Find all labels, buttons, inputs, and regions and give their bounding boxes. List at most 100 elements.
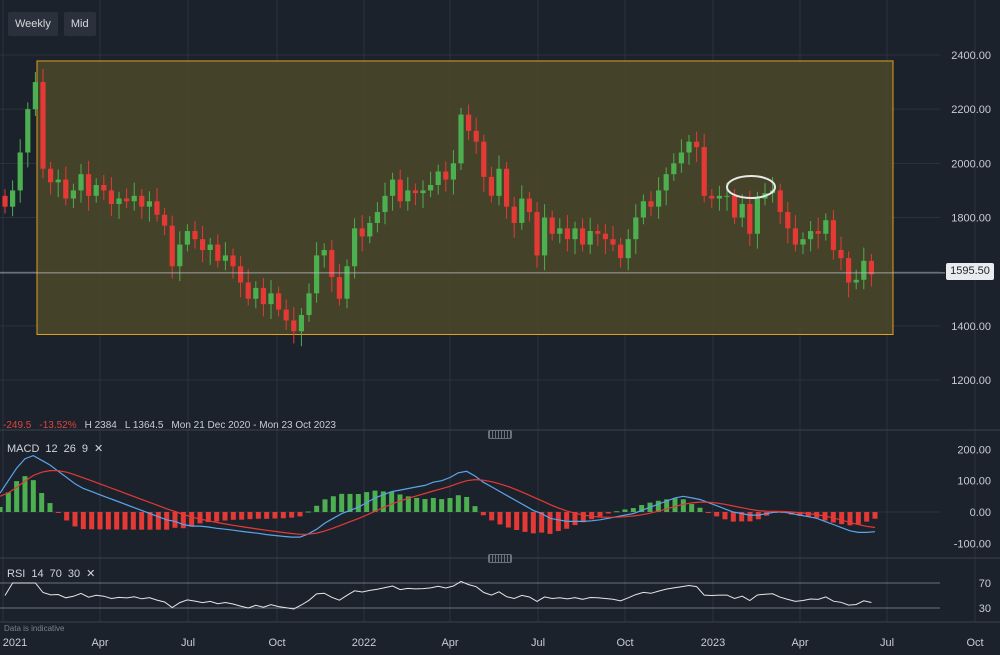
rsi-param-lower: 30 (67, 567, 81, 580)
candle (283, 299, 289, 330)
candle (564, 215, 570, 252)
macd-histogram-bar (105, 512, 111, 530)
candle-body (93, 185, 99, 196)
macd-histogram-bar (514, 512, 520, 530)
candle-body (633, 217, 639, 240)
macd-histogram-bar (414, 497, 420, 512)
candle-body (124, 198, 130, 202)
macd-histogram-bar (455, 495, 461, 512)
macd-histogram-bar (164, 512, 170, 530)
macd-histogram-bar (339, 493, 345, 512)
x-tick-label: Oct (616, 637, 633, 649)
macd-histogram-bar (797, 512, 803, 516)
candle (230, 248, 236, 279)
candle (549, 210, 555, 241)
macd-histogram-bar (22, 476, 28, 512)
highlight-ellipse (726, 175, 776, 199)
y-tick-label: 2200.00 (951, 104, 991, 116)
candle (504, 161, 510, 219)
candle (260, 277, 266, 317)
macd-histogram-bar (747, 512, 753, 522)
pane-resize-handle-macd[interactable] (488, 430, 512, 439)
candle (222, 242, 228, 271)
candle-body (830, 220, 836, 250)
pane-resize-handle-rsi[interactable] (488, 554, 512, 563)
macd-histogram-bar (14, 481, 20, 512)
macd-histogram-bar (355, 493, 361, 512)
candle (572, 221, 578, 255)
candle (450, 150, 456, 195)
candle (184, 224, 190, 252)
macd-histogram-bar (439, 499, 445, 512)
macd-histogram-bar (664, 499, 670, 512)
x-tick-label: Apr (91, 637, 108, 649)
candle (40, 68, 46, 179)
macd-histogram-bar (505, 512, 511, 528)
candle (868, 254, 874, 287)
candle-body (359, 228, 365, 237)
candle (131, 182, 137, 211)
interval-button[interactable]: Weekly (8, 12, 58, 36)
macd-histogram-bar (314, 505, 320, 512)
macd-histogram-bar (739, 512, 745, 522)
candle-body (580, 228, 586, 245)
candle (511, 196, 517, 238)
candle-body (101, 185, 107, 191)
candle (245, 269, 251, 306)
candle-body (207, 244, 213, 250)
candle-body (504, 168, 510, 207)
candle-body (678, 152, 684, 164)
candle-body (276, 293, 282, 310)
x-tick-label: Apr (791, 637, 808, 649)
macd-name: MACD (7, 442, 40, 455)
candle (709, 189, 715, 209)
candle-body (747, 203, 753, 234)
candle-body (861, 260, 867, 280)
candle-body (412, 190, 418, 194)
candle-body (253, 287, 259, 299)
close-icon[interactable]: ✕ (86, 568, 96, 580)
price-type-button[interactable]: Mid (63, 12, 96, 36)
close-icon[interactable]: ✕ (94, 443, 104, 455)
candle-body (63, 179, 69, 199)
candle (32, 72, 38, 116)
candle-body (800, 239, 806, 245)
candle (306, 283, 312, 322)
candle (276, 286, 282, 317)
candle (526, 191, 532, 222)
candle-body (815, 231, 821, 234)
candle (618, 237, 624, 268)
candle-body (260, 287, 266, 305)
macd-histogram-bar (630, 508, 636, 512)
candle (169, 215, 175, 279)
candle (663, 167, 669, 206)
rsi-param-period: 14 (31, 567, 44, 580)
macd-histogram-bar (180, 512, 186, 529)
macd-histogram-bar (580, 512, 586, 523)
macd-histogram-bar (197, 512, 203, 524)
x-tick-label: Jul (880, 637, 894, 649)
change-pct-value: -13.52% (39, 420, 77, 431)
candle-body (397, 179, 403, 202)
candle (374, 202, 380, 233)
macd-histogram-bar (564, 512, 570, 529)
candle (2, 189, 8, 214)
candle (200, 225, 206, 263)
candle-body (564, 228, 570, 240)
candle (823, 213, 829, 241)
candle (93, 178, 99, 203)
candle (846, 251, 852, 298)
candle-body (238, 266, 244, 283)
candle-body (435, 171, 441, 185)
candle-body (853, 279, 859, 283)
candle-body (694, 141, 700, 148)
macd-histogram-bar (297, 512, 303, 517)
candle-body (40, 82, 46, 169)
candle (25, 102, 31, 168)
candle-body (10, 190, 16, 207)
candle-body (336, 277, 342, 299)
macd-y-tick-label: -100.00 (954, 538, 991, 550)
candle-body (352, 228, 358, 267)
macd-histogram-bar (0, 506, 3, 512)
